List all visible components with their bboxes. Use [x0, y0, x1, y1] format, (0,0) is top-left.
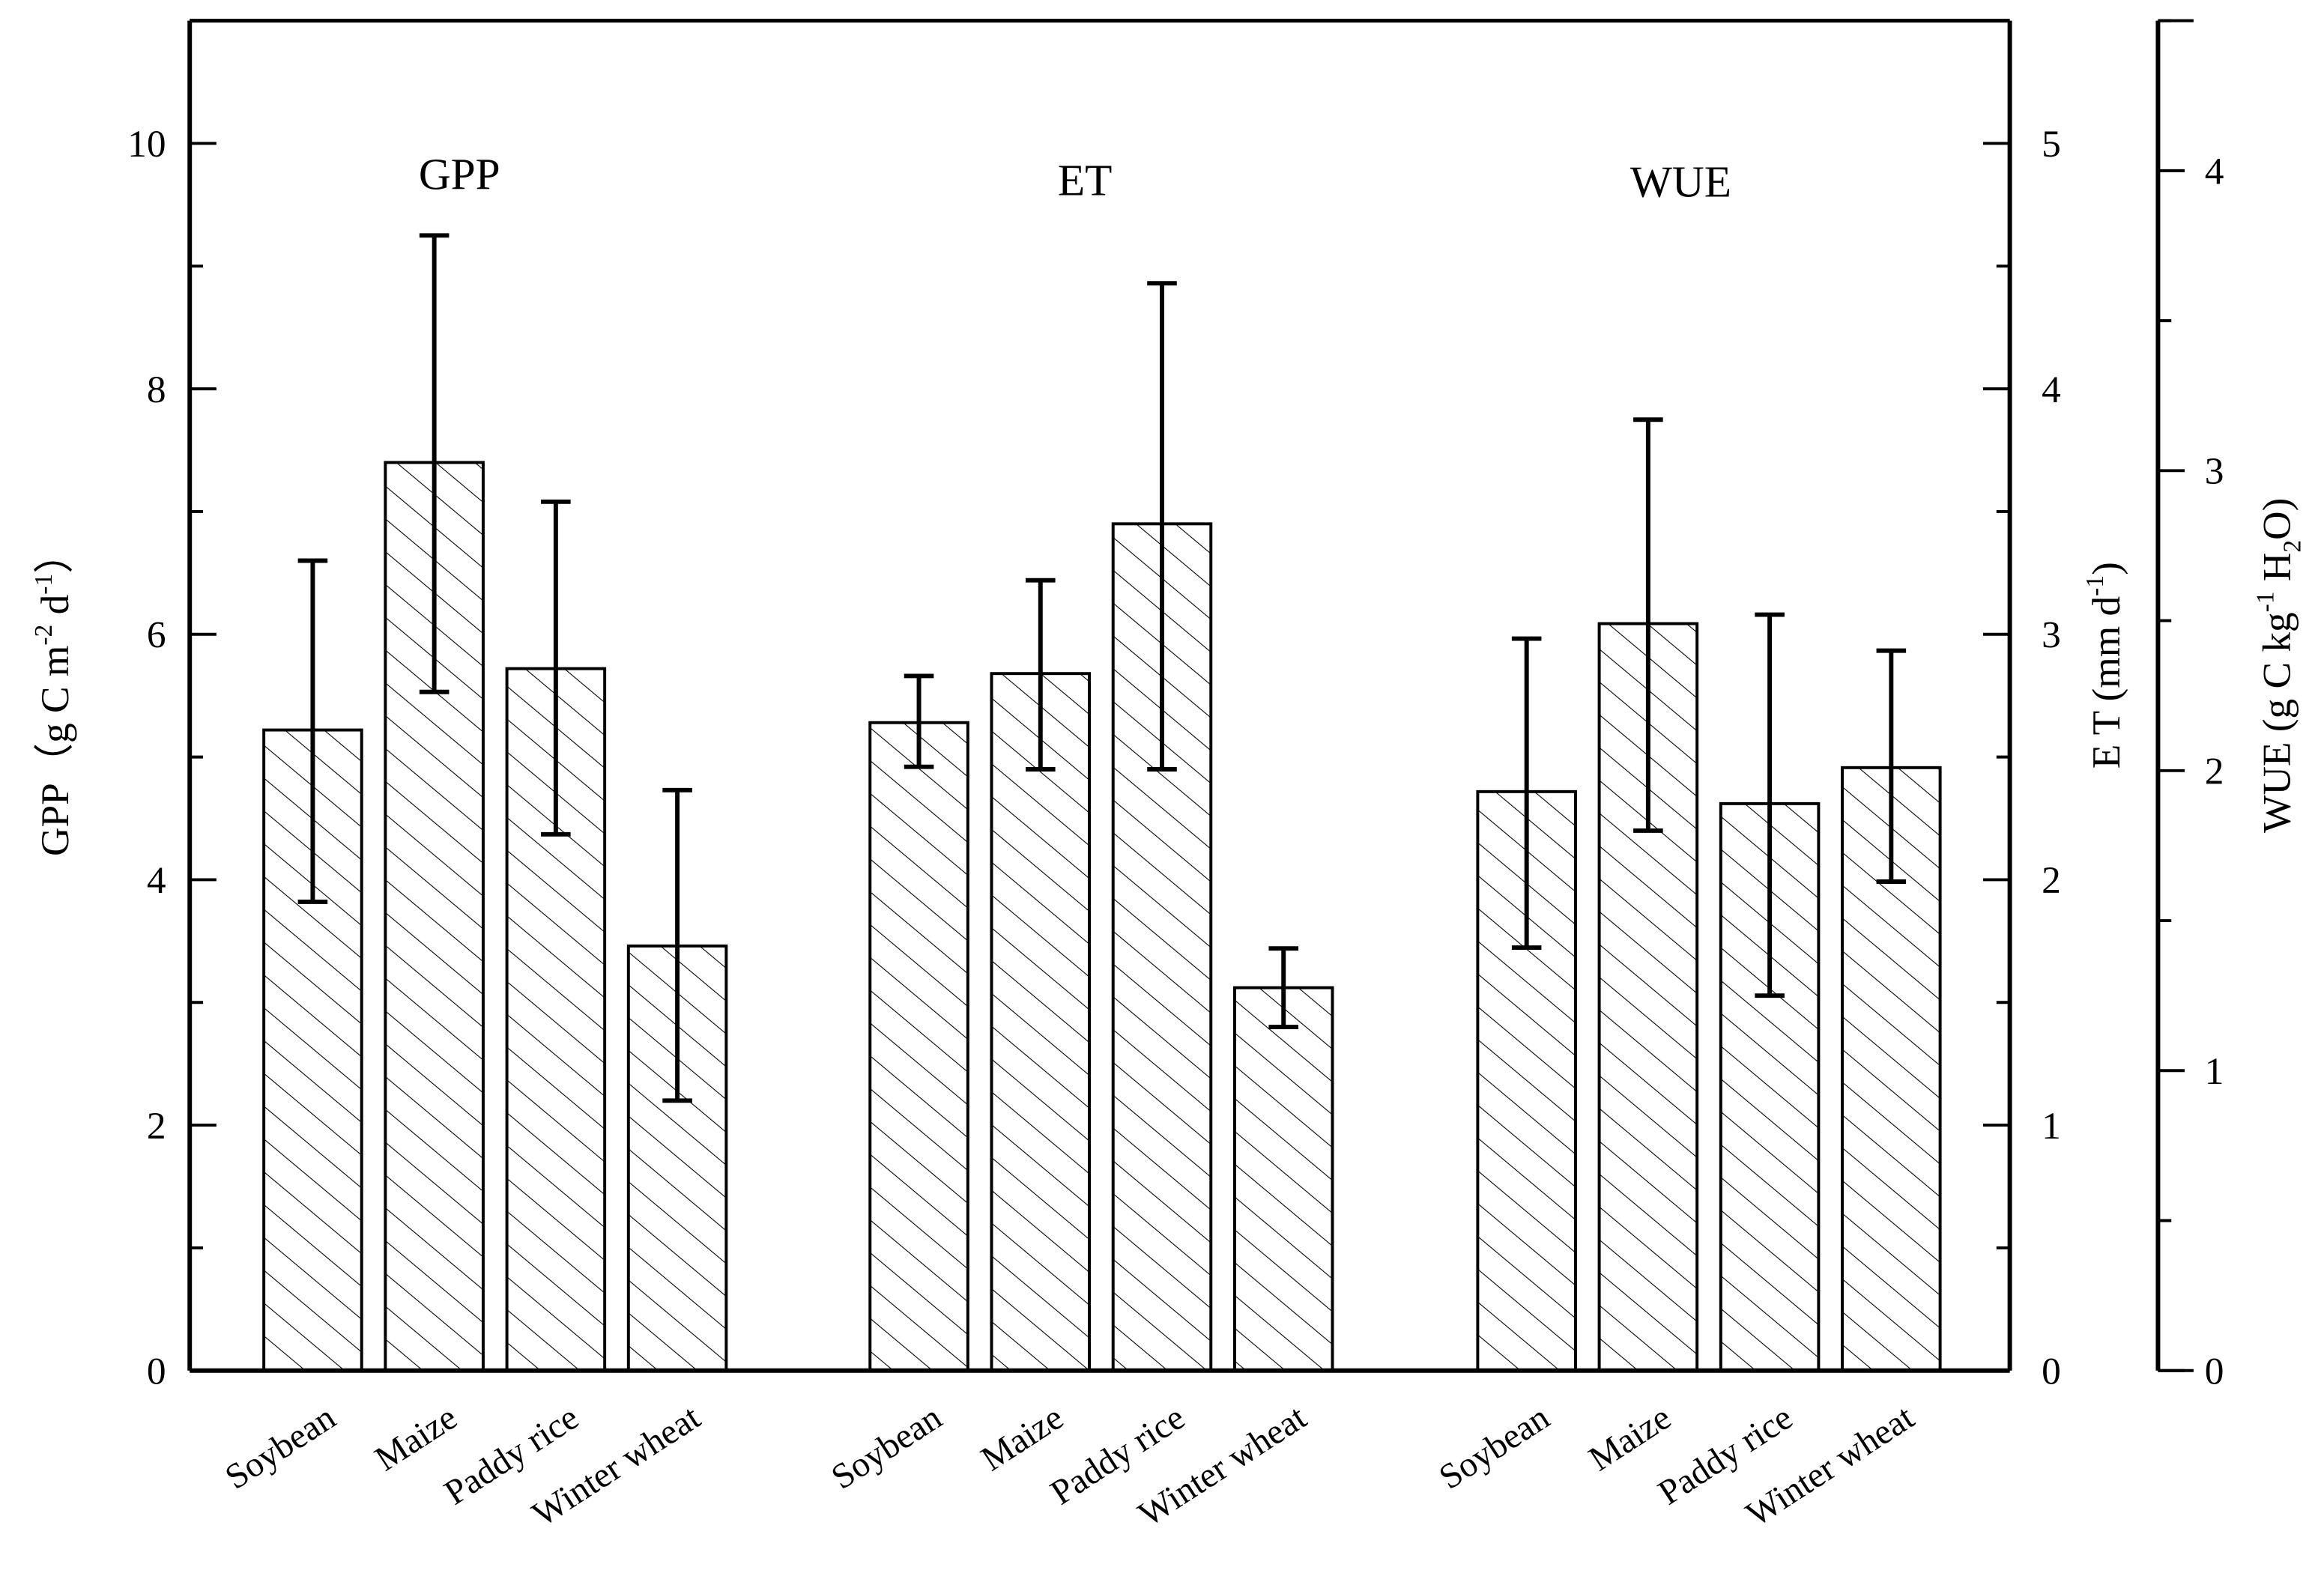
tick-label-right1: 2 [2042, 859, 2061, 902]
category-label: Maize [369, 1398, 465, 1479]
tick-label-right2: 1 [2205, 1050, 2224, 1093]
tick-label-right1: 3 [2042, 614, 2061, 657]
bar-et-winter-wheat [1232, 986, 1334, 1372]
category-label: Soybean [1432, 1398, 1556, 1497]
right2-axis-title: WUE (g C kg-1 H2O) [2252, 498, 2307, 833]
tick-label-right2: 0 [2205, 1351, 2224, 1393]
group-title-gpp: GPP [419, 150, 500, 199]
category-label: Maize [975, 1398, 1071, 1479]
tick-label-right2: 2 [2205, 751, 2224, 793]
tick-label-right2: 4 [2205, 151, 2224, 193]
tick-label-right1: 1 [2042, 1105, 2061, 1148]
category-label: Soybean [219, 1398, 342, 1497]
group-title-et: ET [1058, 156, 1112, 205]
group-title-wue: WUE [1630, 157, 1731, 207]
bar-et-soybean [868, 721, 969, 1372]
right1-axis-title: E T (mm d-1) [2081, 562, 2128, 769]
bars [262, 233, 1942, 1372]
tick-label-right1: 5 [2042, 123, 2061, 166]
tick-label-left: 4 [147, 859, 166, 902]
tick-label-right1: 0 [2042, 1351, 2061, 1393]
left-axis-title: GPP（g C m-2 d-1） [30, 533, 77, 855]
tick-label-left: 10 [127, 123, 166, 166]
tick-label-left: 6 [147, 614, 166, 657]
tick-label-left: 0 [147, 1351, 166, 1393]
axes [187, 19, 2194, 1373]
tick-label-left: 8 [147, 369, 166, 411]
bar-et-maize [990, 672, 1092, 1372]
tick-label-right1: 4 [2042, 369, 2061, 411]
category-label: Soybean [825, 1398, 948, 1497]
category-label: Maize [1582, 1398, 1678, 1479]
tick-label-left: 2 [147, 1105, 166, 1148]
tick-label-right2: 3 [2205, 450, 2224, 493]
